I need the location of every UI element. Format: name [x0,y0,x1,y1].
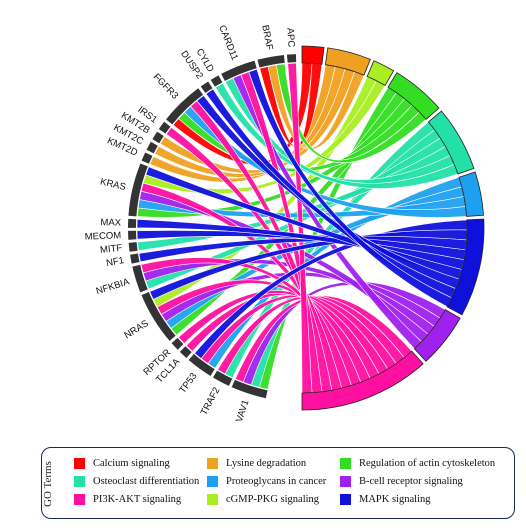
gene-arc-irs1 [158,121,171,134]
legend-item: Proteoglycans in cancer [207,476,326,487]
term-arc-2 [387,72,440,120]
term-arcs [301,45,485,411]
gene-arc-rptor [171,337,184,350]
legend-swatch [74,458,85,469]
gene-arc-kmt2c [146,141,158,154]
gene-arc-kmt2d [141,152,153,164]
legend-swatch [340,458,351,469]
legend-label: MAPK signaling [359,494,431,505]
gene-label-card11: CARD11 [216,24,240,62]
legend-title: GO Terms [42,461,54,507]
legend-swatch [74,476,85,487]
legend-swatch [74,494,85,505]
term-arc-5 [413,309,461,362]
legend-label: PI3K-AKT signaling [93,494,182,505]
gene-arc-nfkbia [132,264,148,293]
gene-arc-traf2 [213,370,233,386]
gene-arc-kmt2b [152,131,164,144]
gene-label-tp53: TP53 [177,371,199,396]
gene-arc-fgfr3 [166,88,204,125]
gene-label-nfkbia: NFKBIA [95,276,132,297]
gene-arc-mitf [128,242,138,252]
gene-arc-nf1 [130,253,140,264]
legend-swatch [207,458,218,469]
gene-arc-vav1 [231,379,268,399]
legend-swatch [340,494,351,505]
gene-arc-mecom [128,230,137,240]
gene-label-kras: KRAS [99,176,127,192]
ribbons [136,62,468,394]
gene-label-mecom: MECOM [85,230,122,243]
gene-label-mitf: MITF [99,243,122,256]
gene-label-fgfr3: FGFR3 [151,72,181,102]
term-arc-3 [427,110,475,175]
legend: GO Terms Calcium signaling Lysine degrada… [41,447,515,519]
term-arc-6 [301,350,424,411]
gene-label-traf2: TRAF2 [199,386,223,418]
legend-label: Regulation of actin cytoskeleton [359,458,496,469]
gene-arc-apc [286,54,297,63]
legend-label: Lysine degradation [226,458,307,469]
legend-label: B-cell receptor signaling [359,476,463,487]
gene-arc-card11 [221,60,257,81]
gene-arc-tcl1a [179,346,192,359]
gene-label-max: MAX [100,217,122,229]
legend-swatch [340,476,351,487]
gene-arc-tp53 [188,353,215,376]
legend-swatch [207,476,218,487]
term-arc-1 [324,47,371,76]
term-arc-4 [458,171,484,217]
gene-arc-braf [257,54,285,68]
gene-arc-nras [141,292,176,341]
term-arc-7 [366,60,395,86]
gene-label-nras: NRAS [122,318,150,341]
legend-item: Regulation of actin cytoskeleton [340,458,495,469]
gene-arc-cyld [210,75,223,87]
legend-label: Proteoglycans in cancer [226,476,327,487]
legend-item: MAPK signaling [340,494,430,505]
gene-arc-dusp2 [200,81,213,94]
legend-item: Lysine degradation [207,458,306,469]
gene-label-nf1: NF1 [105,255,125,269]
gene-arc-kras [128,163,148,217]
legend-swatch [207,494,218,505]
gene-label-vav1: VAV1 [234,399,252,424]
legend-label: Osteoclast differentiation [93,476,200,487]
legend-item: B-cell receptor signaling [340,476,463,487]
term-arc-0 [301,45,325,65]
gene-arcs [128,54,297,399]
legend-item: cGMP-PKG signaling [207,494,319,505]
legend-item: Osteoclast differentiation [74,476,199,487]
term-arc-8 [446,218,485,316]
legend-item: Calcium signaling [74,458,170,469]
gene-label-apc: APC [284,27,296,47]
legend-item: PI3K-AKT signaling [74,494,181,505]
gene-arc-max [128,218,137,228]
gene-label-braf: BRAF [259,24,274,51]
legend-label: Calcium signaling [93,458,170,469]
legend-label: cGMP-PKG signaling [226,494,320,505]
